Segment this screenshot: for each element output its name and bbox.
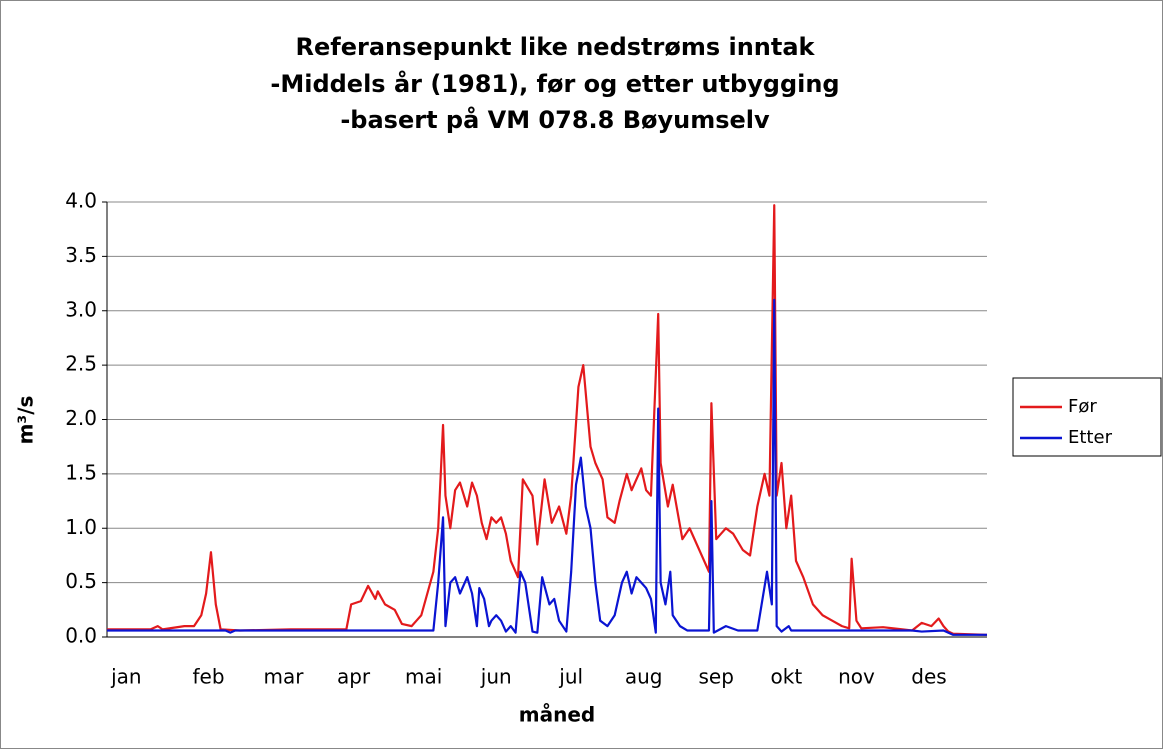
y-axis-label: m³/s — [14, 396, 38, 445]
x-tick-label: okt — [771, 665, 803, 689]
x-tick-label: mar — [263, 665, 304, 689]
y-tick-label: 3.0 — [65, 297, 97, 321]
line-series — [107, 204, 988, 636]
x-tick-label: nov — [838, 665, 875, 689]
y-tick-label: 1.0 — [65, 515, 97, 539]
chart-title: Referansepunkt like nedstrøms inntak — [296, 33, 816, 61]
y-tick-label: 1.5 — [65, 460, 97, 484]
y-tick-label: 3.5 — [65, 243, 97, 267]
x-tick-label: aug — [625, 665, 663, 689]
x-tick-label: jan — [110, 665, 142, 689]
x-tick-label: jul — [558, 665, 583, 689]
legend-label: Før — [1068, 396, 1097, 417]
x-tick-label: mai — [405, 665, 442, 689]
y-tick-label: 2.0 — [65, 406, 97, 430]
line-series — [107, 298, 987, 636]
chart-title: -basert på VM 078.8 Bøyumselv — [340, 105, 770, 134]
x-tick-label: des — [911, 665, 946, 689]
x-tick-label: sep — [699, 665, 734, 689]
legend-box — [1012, 377, 1162, 457]
x-axis-label: måned — [519, 703, 595, 727]
chart-title: -Middels år (1981), før og etter utbyggi… — [270, 69, 839, 98]
y-tick-label: 0.0 — [65, 624, 97, 648]
x-tick-label: feb — [193, 665, 225, 689]
y-tick-label: 0.5 — [65, 569, 97, 593]
y-tick-label: 2.5 — [65, 352, 97, 376]
legend-label: Etter — [1068, 427, 1113, 448]
x-tick-label: apr — [337, 665, 371, 689]
y-tick-label: 4.0 — [65, 189, 97, 213]
x-tick-label: jun — [480, 665, 512, 689]
